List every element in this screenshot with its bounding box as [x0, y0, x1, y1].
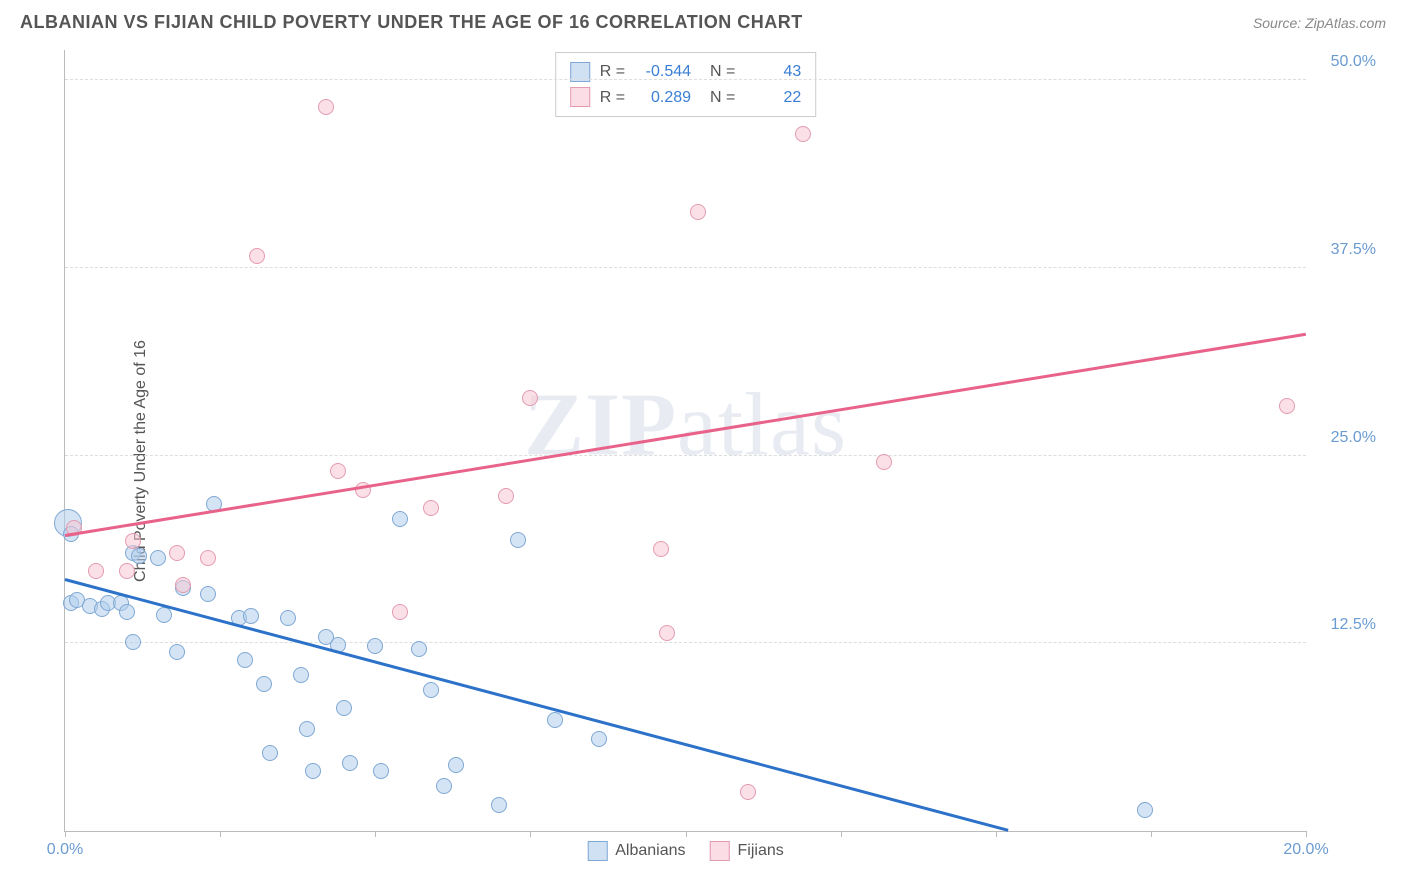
legend-item-fijians: Fijians — [710, 841, 784, 861]
gridline — [65, 642, 1306, 643]
gridline — [65, 267, 1306, 268]
data-point-albanians — [200, 586, 216, 602]
data-point-albanians — [1137, 802, 1153, 818]
data-point-fijians — [1279, 398, 1295, 414]
y-tick-label: 12.5% — [1316, 616, 1376, 634]
x-tick — [530, 831, 531, 837]
data-point-fijians — [330, 463, 346, 479]
data-point-fijians — [498, 488, 514, 504]
data-point-fijians — [119, 563, 135, 579]
data-point-albanians — [237, 652, 253, 668]
data-point-fijians — [653, 541, 669, 557]
data-point-albanians — [423, 682, 439, 698]
data-point-fijians — [690, 204, 706, 220]
stats-row-albanians: R = -0.544 N = 43 — [570, 59, 802, 85]
swatch-pink-icon — [570, 87, 590, 107]
data-point-fijians — [249, 248, 265, 264]
data-point-fijians — [125, 533, 141, 549]
x-tick — [375, 831, 376, 837]
data-point-albanians — [131, 548, 147, 564]
data-point-fijians — [318, 99, 334, 115]
y-tick-label: 50.0% — [1316, 53, 1376, 71]
x-tick-label: 0.0% — [47, 841, 83, 859]
data-point-fijians — [522, 390, 538, 406]
data-point-albanians — [373, 763, 389, 779]
data-point-fijians — [392, 604, 408, 620]
data-point-fijians — [795, 126, 811, 142]
x-tick-label: 20.0% — [1283, 841, 1328, 859]
gridline — [65, 455, 1306, 456]
x-tick — [220, 831, 221, 837]
y-tick-label: 25.0% — [1316, 429, 1376, 447]
gridline — [65, 79, 1306, 80]
data-point-fijians — [169, 545, 185, 561]
x-tick — [1306, 831, 1307, 837]
data-point-albanians — [392, 511, 408, 527]
data-point-albanians — [336, 700, 352, 716]
data-point-fijians — [88, 563, 104, 579]
legend: Albanians Fijians — [587, 841, 784, 861]
stats-row-fijians: R = 0.289 N = 22 — [570, 85, 802, 111]
data-point-albanians — [243, 608, 259, 624]
data-point-albanians — [119, 604, 135, 620]
chart-source: Source: ZipAtlas.com — [1253, 15, 1386, 31]
data-point-albanians — [125, 634, 141, 650]
trend-line-albanians — [65, 578, 1009, 831]
data-point-albanians — [491, 797, 507, 813]
data-point-albanians — [591, 731, 607, 747]
data-point-albanians — [156, 607, 172, 623]
swatch-pink-icon — [710, 841, 730, 861]
data-point-albanians — [169, 644, 185, 660]
watermark: ZIPatlas — [524, 373, 847, 476]
data-point-fijians — [659, 625, 675, 641]
y-tick-label: 37.5% — [1316, 241, 1376, 259]
chart-area: Child Poverty Under the Age of 16 ZIPatl… — [24, 50, 1386, 872]
data-point-albanians — [510, 532, 526, 548]
x-tick — [841, 831, 842, 837]
data-point-fijians — [200, 550, 216, 566]
data-point-fijians — [876, 454, 892, 470]
data-point-fijians — [175, 577, 191, 593]
swatch-blue-icon — [587, 841, 607, 861]
x-tick — [996, 831, 997, 837]
data-point-albanians — [318, 629, 334, 645]
chart-header: ALBANIAN VS FIJIAN CHILD POVERTY UNDER T… — [0, 0, 1406, 41]
plot-region: ZIPatlas R = -0.544 N = 43 R = 0.289 N =… — [64, 50, 1306, 832]
legend-item-albanians: Albanians — [587, 841, 685, 861]
x-tick — [686, 831, 687, 837]
x-tick — [1151, 831, 1152, 837]
trend-line-fijians — [65, 333, 1306, 537]
data-point-albanians — [293, 667, 309, 683]
data-point-albanians — [150, 550, 166, 566]
x-tick — [65, 831, 66, 837]
data-point-albanians — [436, 778, 452, 794]
data-point-albanians — [256, 676, 272, 692]
data-point-albanians — [547, 712, 563, 728]
data-point-albanians — [411, 641, 427, 657]
data-point-albanians — [448, 757, 464, 773]
chart-title: ALBANIAN VS FIJIAN CHILD POVERTY UNDER T… — [20, 12, 803, 33]
data-point-albanians — [299, 721, 315, 737]
data-point-albanians — [280, 610, 296, 626]
data-point-albanians — [342, 755, 358, 771]
data-point-albanians — [305, 763, 321, 779]
data-point-fijians — [740, 784, 756, 800]
stats-box: R = -0.544 N = 43 R = 0.289 N = 22 — [555, 52, 817, 117]
data-point-albanians — [262, 745, 278, 761]
data-point-albanians — [367, 638, 383, 654]
data-point-fijians — [423, 500, 439, 516]
